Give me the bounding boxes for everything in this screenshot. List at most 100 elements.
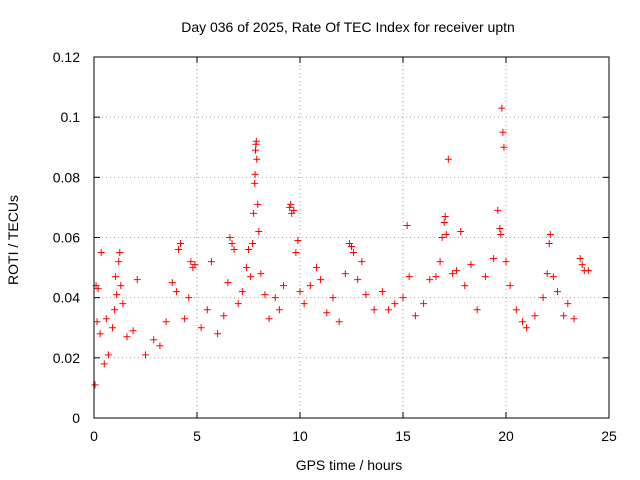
data-point [490,255,498,263]
data-point [448,270,456,278]
y-tick-label: 0.1 [61,109,81,125]
data-point [142,351,149,359]
y-tick-label: 0.06 [53,230,80,246]
data-point [300,300,308,308]
data-point [546,230,554,238]
data-point [403,221,411,229]
data-point [502,258,510,266]
ticks-layer [93,56,610,419]
data-point [506,282,514,290]
data-point [102,315,110,323]
data-point [564,300,572,308]
data-point [238,288,246,296]
data-point [432,273,440,281]
data-point [252,137,260,145]
data-point [226,234,234,241]
data-point [286,203,294,211]
data-point [578,261,586,269]
data-point [280,282,288,290]
data-point [350,249,358,257]
data-point [100,360,108,368]
data-point [420,300,428,308]
data-point [570,315,578,323]
data-point [115,258,123,266]
data-point [499,128,507,136]
x-tick-label: 15 [395,428,411,444]
data-point [261,291,269,299]
data-point [251,170,259,178]
data-point [172,288,180,296]
data-point [112,273,120,281]
data-point [187,258,195,266]
data-point [335,318,343,326]
data-point [481,273,489,281]
data-point [119,300,127,308]
data-point [512,306,520,314]
data-point [312,264,320,272]
data-point [197,324,205,332]
data-point [249,240,257,248]
data-point [111,306,119,314]
x-axis-label: GPS time / hours [296,457,403,473]
tick-labels-layer: 0 5 10 15 20 25 0 0.02 0.04 0.06 0.08 0.1 0.12 [53,49,617,444]
data-point [294,237,302,245]
data-point [473,306,481,314]
data-point [94,285,102,293]
data-point [391,300,399,308]
data-point [545,240,553,248]
data-point [123,333,131,341]
data-point [214,330,222,338]
data-point [453,267,461,275]
data-point [576,255,584,263]
data-point [461,282,469,290]
data-point [254,200,262,208]
data-point [399,294,407,302]
data-point [265,315,273,323]
data-point [385,306,393,314]
data-point [230,246,238,254]
data-point [354,276,362,284]
data-point [290,206,298,214]
data-point [584,267,592,275]
data-point [549,273,557,281]
data-point [162,318,170,326]
data-point [234,300,242,308]
data-point [306,282,314,290]
data-point [97,249,105,257]
y-tick-label: 0.04 [53,290,80,306]
data-point [129,327,137,335]
y-tick-label: 0 [72,410,80,426]
data-point [287,200,295,208]
data-point [317,276,325,284]
data-point [560,312,568,320]
y-tick-label: 0.12 [53,49,80,65]
data-point [554,288,561,296]
x-tick-label: 5 [193,428,201,444]
data-point [96,330,104,338]
data-point [498,104,506,112]
data-point [329,294,337,302]
data-point [444,155,452,163]
data-point [531,312,539,320]
data-point [496,224,504,232]
data-point [251,179,259,187]
data-point [296,288,304,296]
data-point [543,270,551,278]
data-point [518,318,526,326]
data-point [117,282,125,290]
data-point [358,258,366,266]
data-point [224,279,232,287]
data-point [113,291,121,299]
data-point [426,276,434,284]
data-point [247,273,255,281]
data-point [500,143,508,151]
data-point [203,306,211,314]
data-point [441,212,449,220]
data-point [523,324,531,332]
data-point [191,261,199,269]
data-point [323,309,331,317]
grid-layer [94,57,609,418]
data-point [378,288,386,296]
